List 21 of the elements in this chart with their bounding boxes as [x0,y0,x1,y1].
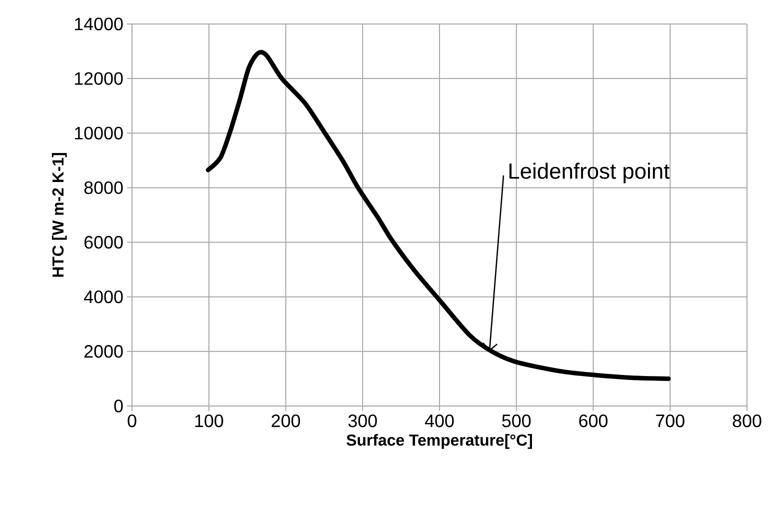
y-tick-label: 0 [114,400,123,412]
y-tick-label: 4000 [84,290,123,304]
x-axis-title: Surface Temperature[°C] [346,434,532,449]
x-tick-label: 0 [128,414,136,428]
x-tick-label: 600 [579,414,608,428]
y-tick-label: 12000 [74,72,123,85]
x-tick-label: 400 [424,414,454,428]
x-tick-label: 200 [272,414,300,428]
annotation: Leidenfrost point [509,162,670,184]
x-tick-label: 500 [502,414,531,428]
x-tick-label: 800 [732,414,762,428]
x-tick-label: 300 [348,414,377,428]
y-axis-title: HTC [W m-2 K-1] [52,153,67,277]
y-tick-label: 14000 [74,18,123,30]
line-series [206,50,671,381]
x-tick-label: 700 [656,414,684,428]
y-tick-label: 10000 [74,126,123,140]
y-tick-label: 8000 [84,181,123,194]
y-tick-label: 6000 [84,236,123,249]
x-tick-label: 100 [195,414,224,428]
y-tick-label: 2000 [84,345,123,358]
